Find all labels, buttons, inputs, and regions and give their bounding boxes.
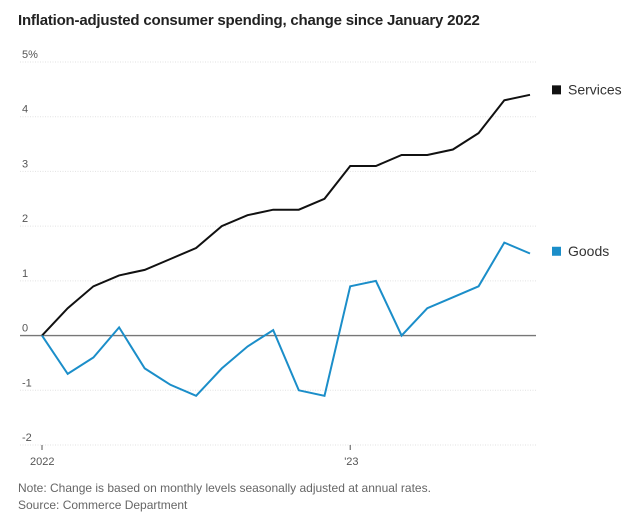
series-line-goods [41, 241, 531, 397]
chart-note: Note: Change is based on monthly levels … [18, 481, 431, 495]
y-tick-label: 1 [22, 268, 28, 280]
legend-swatch-goods [552, 246, 561, 256]
x-axis-ticks: 2022 '23 [30, 445, 359, 468]
y-tick-label: 3 [22, 158, 28, 170]
y-tick-label: 0 [22, 323, 28, 335]
y-tick-label: 4 [22, 104, 28, 116]
legend: Services Goods [552, 81, 622, 259]
series-line-services [41, 93, 531, 337]
y-tick-label: 2 [22, 213, 28, 225]
grid-lines [20, 61, 536, 446]
legend-label-goods: Goods [568, 243, 609, 259]
y-tick-label: 5% [22, 49, 38, 61]
legend-label-services: Services [568, 81, 622, 97]
y-tick-label: -1 [22, 377, 32, 389]
series-lines [41, 93, 531, 397]
chart-title: Inflation-adjusted consumer spending, ch… [18, 12, 480, 29]
x-tick-label: 2022 [30, 456, 54, 468]
y-tick-label: -2 [22, 432, 32, 444]
legend-swatch-services [552, 85, 561, 95]
y-axis-ticks: 5% 4 3 2 1 0 -1 -2 [22, 49, 38, 444]
chart-source: Source: Commerce Department [18, 498, 188, 512]
x-tick-label: '23 [344, 456, 358, 468]
